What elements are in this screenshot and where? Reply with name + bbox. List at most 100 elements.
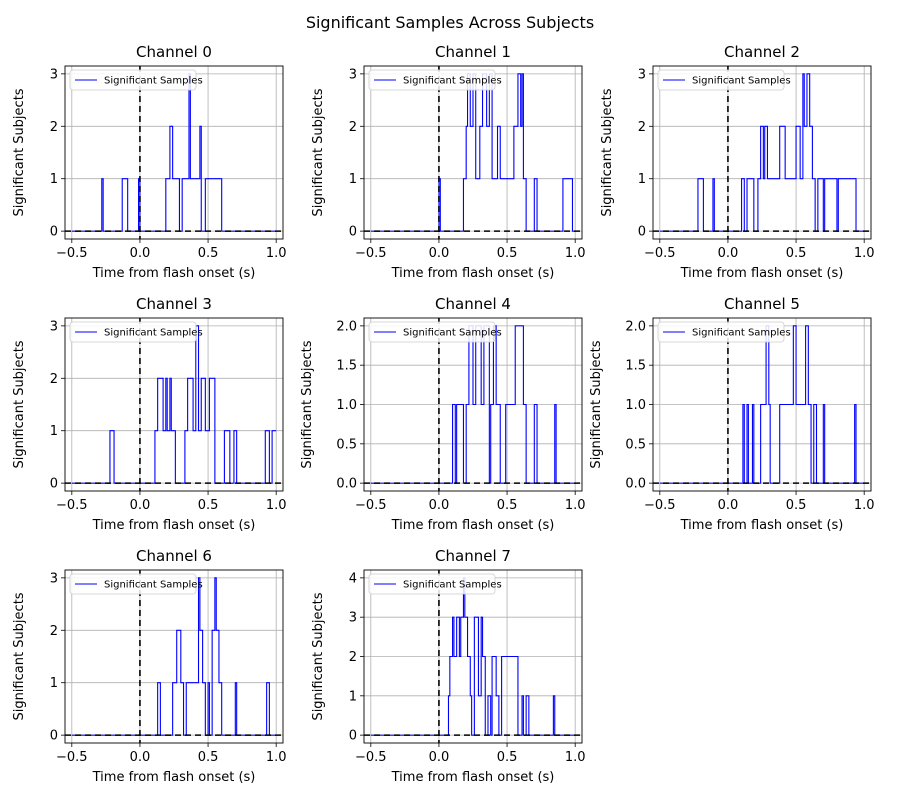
axes-frame <box>64 65 284 240</box>
panel-title: Channel 4 <box>435 295 511 313</box>
x-tick-label: 1.0 <box>854 498 875 513</box>
legend: Significant Samples <box>368 321 502 343</box>
legend-label: Significant Samples <box>692 328 791 339</box>
x-tick-label: 1.0 <box>854 246 875 261</box>
panel-title: Channel 7 <box>435 547 511 565</box>
axes-frame <box>652 65 872 240</box>
panel-title: Channel 3 <box>136 295 212 313</box>
legend: Significant Samples <box>657 69 791 91</box>
x-tick-label: 0.5 <box>198 750 219 765</box>
x-tick-label: 0.5 <box>786 498 807 513</box>
x-axis-label: Time from flash onset (s) <box>391 518 555 533</box>
x-tick-label: −0.5 <box>56 750 88 765</box>
axes-frame <box>64 317 284 492</box>
legend-box <box>368 69 496 91</box>
legend-label: Significant Samples <box>403 328 502 339</box>
legend-label: Significant Samples <box>403 76 502 87</box>
y-tick-label: 3 <box>638 67 646 82</box>
axes-frame <box>363 65 583 240</box>
x-tick-label: 0.0 <box>130 246 151 261</box>
legend: Significant Samples <box>69 573 203 595</box>
y-tick-label: 3 <box>50 319 58 334</box>
y-axis-label: Significant Subjects <box>12 592 27 720</box>
x-axis-label: Time from flash onset (s) <box>92 518 256 533</box>
y-tick-label: 0.5 <box>336 437 357 452</box>
panel-title: Channel 6 <box>136 547 212 565</box>
y-axis-label: Significant Subjects <box>12 340 27 468</box>
legend-box <box>69 321 197 343</box>
y-tick-label: 2 <box>349 120 357 135</box>
x-axis-label: Time from flash onset (s) <box>680 266 844 281</box>
y-tick-label: 1 <box>349 689 357 704</box>
y-tick-label: 0 <box>50 477 58 492</box>
y-tick-label: 2.0 <box>336 319 357 334</box>
x-tick-label: −0.5 <box>56 498 88 513</box>
y-tick-label: 1.0 <box>336 398 357 413</box>
chart-panel-6: −0.5 0.0 0.5 1.0 0 1 2 3 Channel 6 Time from flas… <box>12 547 287 785</box>
legend-label: Significant Samples <box>104 328 203 339</box>
legend-box <box>368 321 496 343</box>
chart-panel-5: −0.5 0.0 0.5 1.0 0.0 0.5 1.0 1.5 2.0 Channel 5 Tim… <box>589 295 875 533</box>
chart-panel-7: −0.5 0.0 0.5 1.0 0 1 2 3 4 Channel 7 Time from fla… <box>311 547 586 785</box>
x-tick-label: 1.0 <box>266 246 287 261</box>
y-tick-label: 0.0 <box>336 477 357 492</box>
y-tick-label: 3 <box>349 611 357 626</box>
y-tick-label: 1 <box>638 172 646 187</box>
y-axis-label: Significant Subjects <box>600 88 615 216</box>
legend-box <box>657 69 785 91</box>
x-tick-label: −0.5 <box>355 750 387 765</box>
y-tick-label: 0.0 <box>625 477 646 492</box>
y-axis-label: Significant Subjects <box>12 88 27 216</box>
figure-title: Significant Samples Across Subjects <box>306 13 594 32</box>
x-tick-label: 0.5 <box>786 246 807 261</box>
x-tick-label: −0.5 <box>355 498 387 513</box>
panel-title: Channel 1 <box>435 43 511 61</box>
y-tick-label: 2 <box>50 120 58 135</box>
x-tick-label: 0.0 <box>429 750 450 765</box>
y-axis-label: Significant Subjects <box>589 340 604 468</box>
y-tick-label: 0 <box>349 729 357 744</box>
x-tick-label: 0.5 <box>198 498 219 513</box>
y-tick-label: 2 <box>50 372 58 387</box>
x-tick-label: −0.5 <box>644 498 676 513</box>
x-axis-label: Time from flash onset (s) <box>92 770 256 785</box>
legend-box <box>657 321 785 343</box>
chart-panel-1: −0.5 0.0 0.5 1.0 0 1 2 3 Channel 1 Time from flas… <box>311 43 586 281</box>
y-tick-label: 4 <box>349 571 357 586</box>
x-tick-label: 1.0 <box>266 750 287 765</box>
legend: Significant Samples <box>69 321 203 343</box>
y-axis-label: Significant Subjects <box>300 340 315 468</box>
legend-box <box>69 69 197 91</box>
x-tick-label: 0.0 <box>718 246 739 261</box>
legend-label: Significant Samples <box>104 76 203 87</box>
chart-panel-2: −0.5 0.0 0.5 1.0 0 1 2 3 Channel 2 Time from flas… <box>600 43 875 281</box>
y-tick-label: 0 <box>50 729 58 744</box>
y-tick-label: 1.5 <box>336 359 357 374</box>
legend-box <box>368 573 496 595</box>
y-tick-label: 2 <box>638 120 646 135</box>
x-tick-label: −0.5 <box>355 246 387 261</box>
x-tick-label: 0.5 <box>497 246 518 261</box>
y-tick-label: 3 <box>349 67 357 82</box>
y-tick-label: 0.5 <box>625 437 646 452</box>
x-tick-label: 1.0 <box>565 498 586 513</box>
y-axis-label: Significant Subjects <box>311 592 326 720</box>
axes-frame <box>64 569 284 744</box>
x-tick-label: 0.5 <box>497 498 518 513</box>
x-axis-label: Time from flash onset (s) <box>680 518 844 533</box>
panel-title: Channel 2 <box>724 43 800 61</box>
legend-label: Significant Samples <box>403 580 502 591</box>
x-tick-label: 0.5 <box>497 750 518 765</box>
x-tick-label: 0.0 <box>429 498 450 513</box>
legend: Significant Samples <box>657 321 791 343</box>
x-axis-label: Time from flash onset (s) <box>92 266 256 281</box>
series-line <box>659 73 865 232</box>
y-tick-label: 1 <box>50 172 58 187</box>
y-tick-label: 2.0 <box>625 319 646 334</box>
x-axis-label: Time from flash onset (s) <box>391 770 555 785</box>
panel-title: Channel 0 <box>136 43 212 61</box>
x-tick-label: 0.0 <box>130 498 151 513</box>
x-axis-label: Time from flash onset (s) <box>391 266 555 281</box>
legend-label: Significant Samples <box>692 76 791 87</box>
